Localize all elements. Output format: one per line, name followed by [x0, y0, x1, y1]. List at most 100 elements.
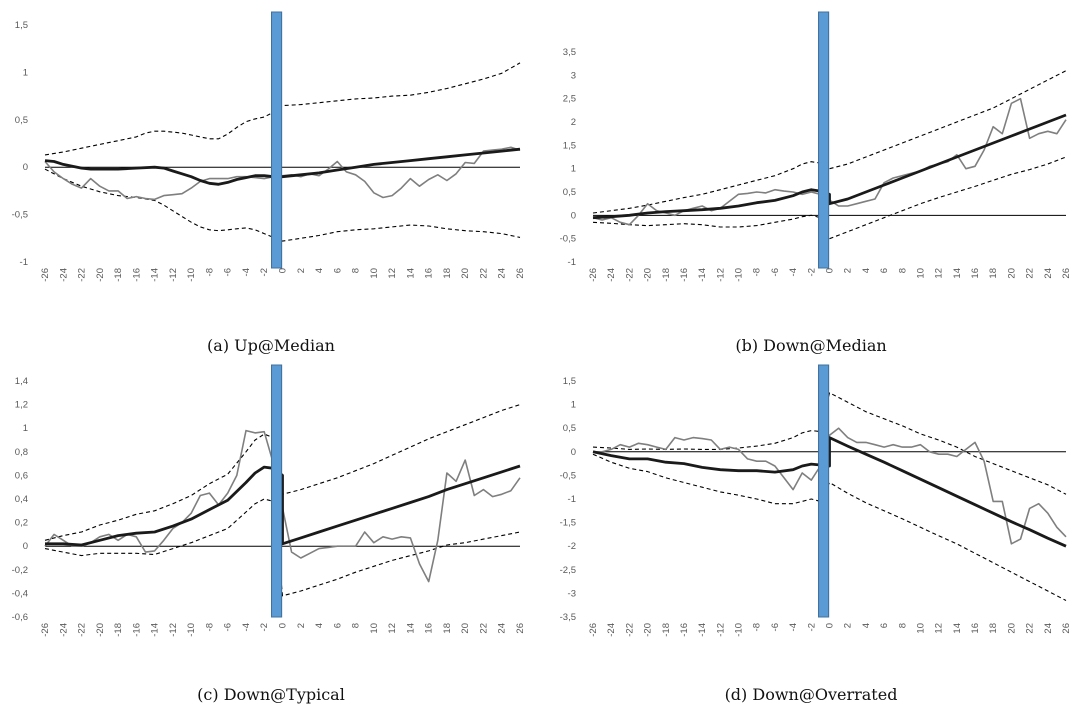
panel-b-y-tick-label: 2 [571, 117, 576, 128]
panel-b-x-tick-label: -26 [588, 268, 599, 282]
panel-d-caption: (d) Down@Overrated [725, 685, 898, 704]
panel-d-y-tick-label: -3,5 [560, 612, 576, 623]
panel-b-x-tick-label: 22 [1025, 268, 1036, 279]
panel-d-x-tick-label: -24 [606, 623, 617, 637]
panel-b-x-tick-label: -22 [624, 268, 635, 282]
panel-c-y-tick-label: 0 [23, 541, 28, 552]
panel-c-y-tick-label: 0,6 [15, 470, 28, 481]
panel-b-x-tick-label: 8 [897, 268, 908, 273]
panel-b-y-tick-label: 3,5 [563, 47, 576, 58]
panel-b-x-tick-label: 12 [934, 268, 945, 279]
panel-c-x-tick-label: -20 [95, 623, 106, 637]
panel-a-x-tick-label: -12 [168, 268, 179, 282]
panel-c-series-fitted [45, 464, 521, 547]
panel-d: -3,5-3-2,5-2-1,5-1-0,500,511,5-26 -24 -22-… [560, 364, 1072, 704]
panel-c-y-tick-label: 1,2 [15, 400, 28, 411]
panel-d-x-tick-label: 20 [1006, 623, 1017, 634]
panel-b-y-tick-label: 3 [571, 70, 576, 81]
panel-b-y-tick-label: -0,5 [560, 234, 576, 245]
panel-a-x-tick-label: 0 [278, 268, 289, 273]
panel-b-x-tick-label: 10 [915, 268, 926, 279]
panel-a-y-tick-label: -0,5 [12, 210, 28, 221]
panel-a-series-upper [44, 62, 521, 156]
panel-d-x-tick-label: 12 [934, 623, 945, 634]
panel-b-y-tick-label: 1 [571, 164, 576, 175]
panel-d-x-tick-label: 16 [970, 623, 981, 634]
panel-d-x-tick-label: -14 [697, 623, 708, 637]
panel-d-x-tick-label: -10 [734, 623, 745, 637]
panel-c-x-tick-label: 10 [369, 623, 380, 634]
panel-c-x-tick-label: 12 [387, 623, 398, 634]
panel-c-y-tick-label: 0,2 [15, 518, 28, 529]
panel-a-y-tick-label: 0,5 [15, 115, 28, 126]
panel-c-x-tick-label: -16 [131, 623, 142, 637]
panel-b-x-tick-label: 24 [1043, 268, 1054, 279]
panel-c-x-tick-label: -22 [77, 623, 88, 637]
panel-c-x-tick-label: 24 [497, 623, 508, 634]
panel-c-x-tick-label: 20 [460, 623, 471, 634]
panel-c-x-tick-label: 14 [405, 623, 416, 634]
panel-c-x-tick-label: 18 [442, 623, 453, 634]
panel-d-x-tick-label: 6 [879, 623, 890, 628]
panel-b-x-tick-label: -2 [806, 268, 817, 276]
panel-c-x-tick-label: 16 [424, 623, 435, 634]
panel-a-caption: (a) Up@Median [207, 336, 335, 355]
panel-a-x-tick-label: -4 [241, 268, 252, 276]
panel-a-x-tick-label: 24 [497, 268, 508, 279]
panel-d-x-tick-label: 24 [1043, 623, 1054, 634]
panel-c-series-lower [44, 498, 521, 597]
panel-c-x-tick-label: 26 [515, 623, 526, 634]
panel-d-x-tick-label: 4 [861, 623, 872, 628]
panel-c-y-tick-label: -0,6 [12, 612, 28, 623]
panel-a-series-observed [44, 146, 521, 201]
panel-c-x-tick-label: -26 [40, 623, 51, 637]
panel-c-x-tick-label: 2 [296, 623, 307, 628]
panel-a-x-tick-label: 18 [442, 268, 453, 279]
panel-a-x-tick-label: -8 [204, 268, 215, 276]
panel-a-x-tick-label: -16 [131, 268, 142, 282]
panel-d-y-tick-label: 1 [571, 400, 576, 411]
panel-a-x-tick-label: 16 [424, 268, 435, 279]
panel-c-x-tick-label: -10 [186, 623, 197, 637]
panel-a-x-tick-label: -26 [40, 268, 51, 282]
panel-a-x-tick-label: 26 [515, 268, 526, 279]
panel-d-event-bar-overlay [818, 364, 830, 618]
panel-c-x-tick-label: -6 [223, 623, 234, 631]
panel-b-plot: -1-0,500,511,522,533,5-26 -24 -22 -20 -18 -16… [560, 11, 1072, 282]
panel-d-x-tick-label: 22 [1025, 623, 1036, 634]
panel-a-x-tick-label: -18 [113, 268, 124, 282]
panel-b-x-tick-label: -20 [643, 268, 654, 282]
panel-b-y-tick-label: 1,5 [563, 140, 576, 151]
panel-b-x-tick-label: -24 [606, 268, 617, 282]
panel-b-x-tick-label: 2 [843, 268, 854, 273]
panel-a-x-tick-label: 4 [314, 268, 325, 273]
panel-d-x-tick-label: -4 [788, 623, 799, 631]
panel-a: -1-0,500,511,5-26 -24 -22 -20 -18 -16 -14 -12 -1… [12, 11, 526, 355]
panel-b-x-tick-label: 16 [970, 268, 981, 279]
panel-c-event-bar-overlay [271, 364, 283, 618]
panel-b-series-fitted [592, 113, 1067, 220]
panel-b-x-tick-label: 18 [988, 268, 999, 279]
panel-d-x-tick-label: 14 [952, 623, 963, 634]
panel-a-plot: -1-0,500,511,5-26 -24 -22 -20 -18 -16 -14 -12 -1… [12, 11, 526, 282]
panel-a-x-tick-label: -2 [259, 268, 270, 276]
panel-a-y-tick-label: 1 [23, 67, 28, 78]
panel-b-x-tick-label: -16 [679, 268, 690, 282]
panel-b-event-bar-overlay [818, 11, 830, 269]
panel-b-x-tick-label: 20 [1006, 268, 1017, 279]
panel-b-y-tick-label: 0,5 [563, 187, 576, 198]
panel-c-y-tick-label: 1 [23, 423, 28, 434]
panel-b-y-tick-label: 2,5 [563, 94, 576, 105]
panel-d-x-tick-label: -2 [806, 623, 817, 631]
panel-d-x-tick-label: 0 [825, 623, 836, 628]
panel-b-x-tick-label: 0 [825, 268, 836, 273]
panel-d-y-tick-label: -1,5 [560, 518, 576, 529]
panel-a-y-tick-label: 1,5 [15, 20, 28, 31]
panel-c-x-tick-label: -4 [241, 623, 252, 631]
panel-b-y-tick-label: -1 [568, 257, 576, 268]
panel-b-x-tick-label: -6 [770, 268, 781, 276]
panel-d-x-tick-label: 8 [897, 623, 908, 628]
panel-d-x-tick-label: 18 [988, 623, 999, 634]
panel-a-event-bar-overlay [271, 11, 283, 269]
